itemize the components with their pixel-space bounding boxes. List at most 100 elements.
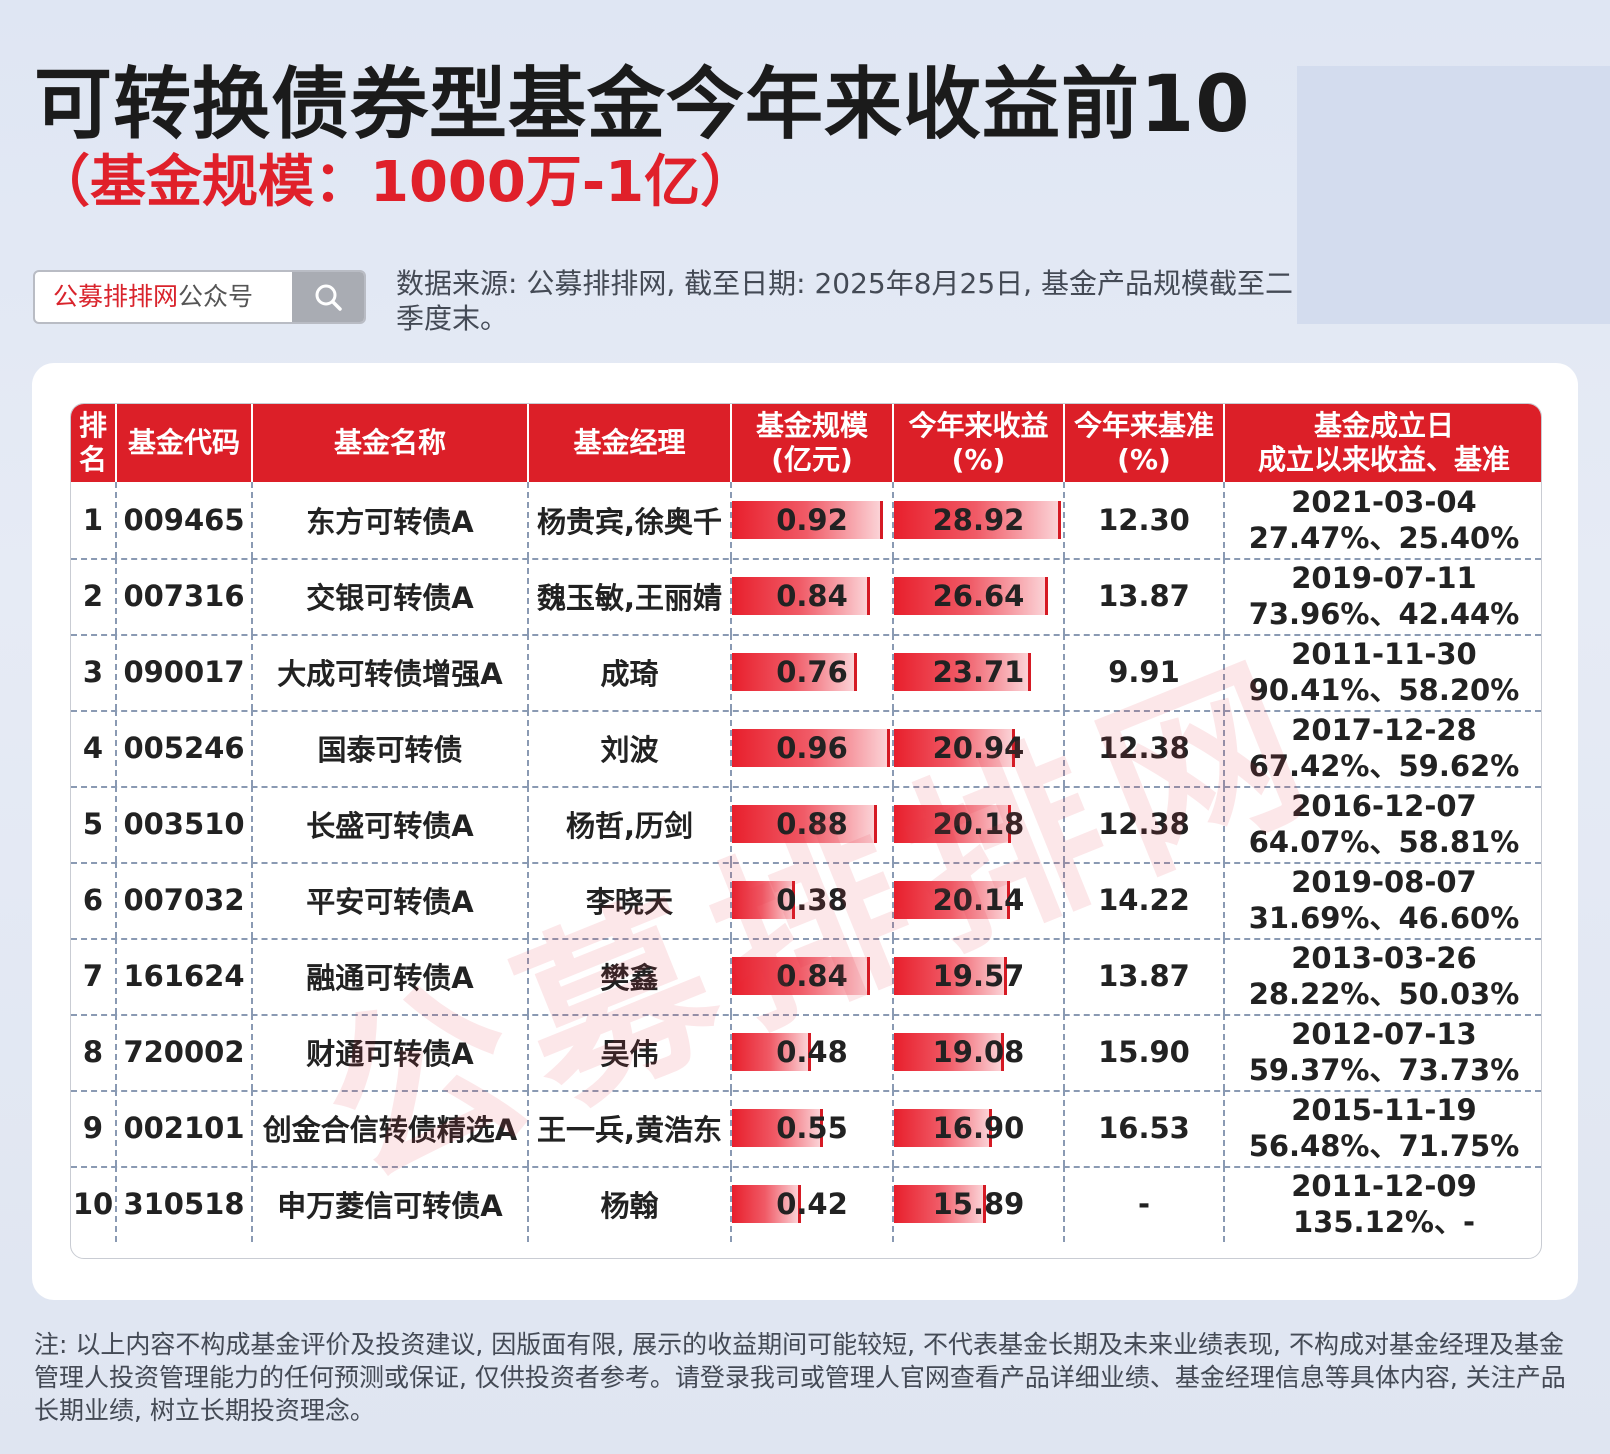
table-row: 10 310518 申万菱信可转债A 杨翰 0.42 15.89 -2011-12-09 1… [71,1166,1541,1244]
header-ytd-return: 今年来收益 (%) [894,404,1065,482]
size-value: 0.55 [776,1111,848,1145]
table-row: 5 003510 长盛可转债A 杨哲,历剑 0.88 20.18 12.38 2016-12-… [71,786,1541,864]
code-cell: 720002 [117,1014,253,1090]
size-value: 0.88 [776,807,848,841]
search-suffix: 公众号 [178,282,254,311]
ytd-return-bar [894,653,1031,691]
manager-cell: 杨哲,历剑 [529,786,732,862]
code-cell: 002101 [117,1090,253,1166]
size-bar [732,881,795,919]
fund-ranking-table: 排 名基金代码 基金名称 基金经理 基金规模 (亿元) 今年来收益 (%) 今年来基准 (… [70,403,1542,1259]
size-bar [732,1033,811,1071]
ytd-return-value: 16.90 [932,1111,1025,1145]
size-value: 0.92 [776,503,848,537]
rank-cell: 8 [71,1014,117,1090]
rank-cell: 4 [71,710,117,786]
size-cell: 0.55 [732,1090,894,1166]
manager-cell: 王一兵,黄浩东 [529,1090,732,1166]
ytd-return-value: 26.64 [932,579,1025,613]
search-box[interactable]: 公募排排网公众号 [33,270,366,324]
size-cell: 0.38 [732,862,894,938]
size-cell: 0.76 [732,634,894,710]
ytd-return-cell: 20.94 [894,710,1065,786]
header-name: 基金名称 [253,404,529,482]
size-value: 0.38 [776,883,848,917]
size-bar [732,1109,823,1147]
size-cell: 0.88 [732,786,894,862]
inception-cell: 2011-12-09 135.12%、- [1291,1169,1477,1239]
inception-cell: 2015-11-19 56.48%、71.75% [1248,1093,1520,1163]
header-code: 基金代码 [117,404,253,482]
benchmark-cell: 9.91 [1065,634,1225,710]
name-cell: 国泰可转债 [253,710,529,786]
size-value: 0.76 [776,655,848,689]
inception-cell: 2013-03-26 28.22%、50.03% [1248,941,1520,1011]
code-cell: 005246 [117,710,253,786]
name-cell: 申万菱信可转债A [253,1166,529,1242]
search-button[interactable] [292,272,364,322]
rank-cell: 1 [71,482,117,558]
rank-cell: 2 [71,558,117,634]
inception-cell: 2011-11-30 90.41%、58.20% [1248,637,1520,707]
size-bar [732,957,870,995]
benchmark-cell: - [1065,1166,1225,1242]
table-header: 排 名基金代码 基金名称 基金经理 基金规模 (亿元) 今年来收益 (%) 今年来基准 (… [71,404,1541,482]
rank-cell: 7 [71,938,117,1014]
size-value: 0.96 [776,731,848,765]
table-row: 3 090017 大成可转债增强A 成琦 0.76 23.71 9.91 2011-11-30… [71,634,1541,712]
ytd-return-value: 23.71 [932,655,1025,689]
manager-cell: 魏玉敏,王丽婧 [529,558,732,634]
size-bar [732,729,890,767]
manager-cell: 刘波 [529,710,732,786]
name-cell: 财通可转债A [253,1014,529,1090]
size-cell: 0.92 [732,482,894,558]
search-icon [315,284,342,311]
size-cell: 0.84 [732,938,894,1014]
name-cell: 大成可转债增强A [253,634,529,710]
ytd-return-bar [894,1033,1004,1071]
benchmark-cell: 15.90 [1065,1014,1225,1090]
header-size: 基金规模 (亿元) [732,404,894,482]
ytd-return-value: 15.89 [932,1187,1025,1221]
ytd-return-value: 20.14 [932,883,1025,917]
header-inception: 基金成立日 成立以来收益、基准 [1257,409,1510,476]
ytd-return-value: 28.92 [932,503,1025,537]
size-bar [732,501,883,539]
ytd-return-value: 19.57 [932,959,1025,993]
size-value: 0.84 [776,959,848,993]
size-cell: 0.96 [732,710,894,786]
ytd-return-value: 20.94 [932,731,1025,765]
ytd-return-bar [894,1109,992,1147]
ytd-return-bar [894,805,1011,843]
size-cell: 0.84 [732,558,894,634]
name-cell: 交银可转债A [253,558,529,634]
code-cell: 007032 [117,862,253,938]
code-cell: 161624 [117,938,253,1014]
size-bar [732,653,857,691]
name-cell: 长盛可转债A [253,786,529,862]
page-subtitle: （基金规模：1000万-1亿） [34,150,757,215]
page-title: 可转换债券型基金今年来收益前10 [34,60,1251,150]
code-cell: 007316 [117,558,253,634]
benchmark-cell: 12.38 [1065,710,1225,786]
ytd-return-cell: 23.71 [894,634,1065,710]
benchmark-cell: 13.87 [1065,938,1225,1014]
ytd-return-cell: 20.14 [894,862,1065,938]
manager-cell: 樊鑫 [529,938,732,1014]
ytd-return-bar [894,957,1007,995]
data-source-note: 数据来源: 公募排排网, 截至日期: 2025年8月25日, 基金产品规模截至二… [396,267,1293,335]
size-value: 0.84 [776,579,848,613]
table-row: 6 007032 平安可转债A 李晓天 0.38 20.14 14.22 2019-08-07… [71,862,1541,940]
table-row: 1 009465 东方可转债A 杨贵宾,徐奥千 0.92 28.92 12.30 2021-0… [71,482,1541,560]
table-row: 8 720002 财通可转债A 吴伟 0.48 19.08 15.90 2012-07-13 … [71,1014,1541,1092]
code-cell: 009465 [117,482,253,558]
ytd-return-cell: 28.92 [894,482,1065,558]
name-cell: 创金合信转债精选A [253,1090,529,1166]
table-row: 2 007316 交银可转债A 魏玉敏,王丽婧 0.84 26.64 13.87 2019-0… [71,558,1541,636]
code-cell: 003510 [117,786,253,862]
inception-cell: 2019-08-07 31.69%、46.60% [1248,865,1520,935]
header-manager: 基金经理 [529,404,732,482]
benchmark-cell: 14.22 [1065,862,1225,938]
disclaimer-note: 注: 以上内容不构成基金评价及投资建议, 因版面有限, 展示的收益期间可能较短,… [34,1330,1566,1425]
code-cell: 090017 [117,634,253,710]
